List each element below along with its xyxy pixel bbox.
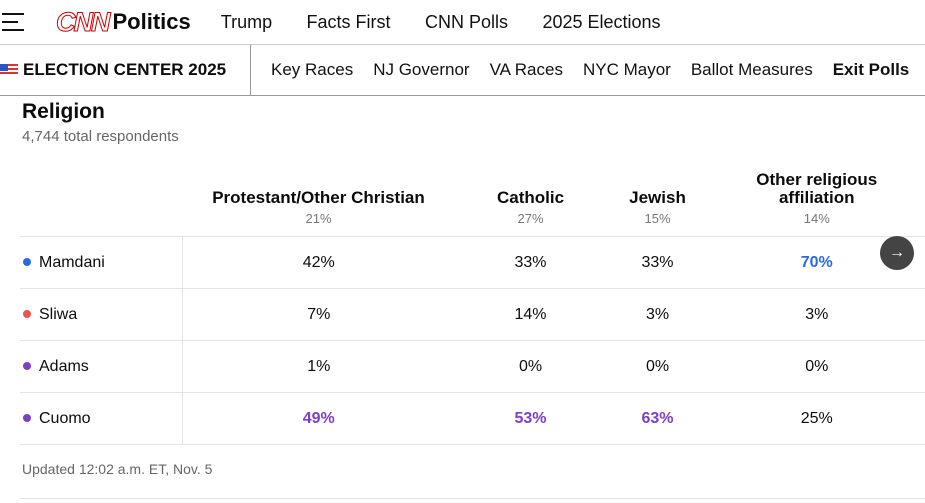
value-cell: 0% xyxy=(454,340,607,393)
exit-poll-table: Protestant/Other Christian 21% Catholic 27… xyxy=(20,170,925,445)
candidate-name: Mamdani xyxy=(39,253,105,271)
table-row: Cuomo 49% 53% 63% 25% xyxy=(20,392,925,445)
section-title[interactable]: Politics xyxy=(112,9,191,34)
value-cell: 3% xyxy=(606,288,709,341)
updated-timestamp: Updated 12:02 a.m. ET, Nov. 5 xyxy=(22,461,213,477)
subnav-key-races[interactable]: Key Races xyxy=(271,60,354,79)
candidate-dot xyxy=(23,414,31,423)
candidate-dot xyxy=(23,362,31,371)
divider xyxy=(20,498,925,499)
subnav-nyc-mayor[interactable]: NYC Mayor xyxy=(582,60,671,79)
column-header: Catholic 27% xyxy=(496,188,565,227)
candidate-name: Adams xyxy=(39,357,89,375)
menu-icon[interactable] xyxy=(2,13,24,31)
value-cell: 7% xyxy=(182,288,455,341)
subnav-nj-governor[interactable]: NJ Governor xyxy=(373,60,470,79)
top-nav: CNN Politics Trump Facts First CNN Polls… xyxy=(0,0,925,45)
value-cell: 0% xyxy=(606,340,709,393)
candidate-cell: Mamdani xyxy=(20,236,183,289)
table-row: Mamdani 42% 33% 33% 70% xyxy=(20,236,925,289)
column-header: Jewish 15% xyxy=(629,188,686,227)
subnav-va-races[interactable]: VA Races xyxy=(489,60,563,79)
candidate-cell: Cuomo xyxy=(20,392,183,445)
nav-trump[interactable]: Trump xyxy=(220,11,273,32)
value-cell: 1% xyxy=(182,340,455,393)
value-cell: 53% xyxy=(454,392,607,445)
value-cell: 63% xyxy=(606,392,709,445)
candidate-name: Sliwa xyxy=(39,305,78,323)
column-header: Other religious affiliation 14% xyxy=(756,170,878,227)
nav-facts-first[interactable]: Facts First xyxy=(306,11,391,32)
election-center-title[interactable]: ELECTION CENTER 2025 xyxy=(0,45,251,95)
value-cell: 0% xyxy=(708,340,925,393)
nav-2025-elections[interactable]: 2025 Elections xyxy=(542,11,661,32)
cnn-logo[interactable]: CNN xyxy=(56,6,111,37)
respondents-count: 4,744 total respondents xyxy=(22,128,179,145)
election-subnav: ELECTION CENTER 2025 Key Races NJ Govern… xyxy=(0,45,925,96)
value-cell: 42% xyxy=(182,236,455,289)
value-cell: 33% xyxy=(454,236,607,289)
nav-cnn-polls[interactable]: CNN Polls xyxy=(425,11,509,32)
value-cell: 14% xyxy=(454,288,607,341)
scroll-right-button[interactable]: → xyxy=(880,236,914,270)
value-cell: 25% xyxy=(708,392,925,445)
subnav-ballot-measures[interactable]: Ballot Measures xyxy=(690,60,813,79)
flag-icon xyxy=(0,64,18,76)
candidate-dot xyxy=(23,258,31,267)
value-cell: 33% xyxy=(606,236,709,289)
candidate-cell: Adams xyxy=(20,340,183,393)
value-cell: 49% xyxy=(182,392,455,445)
table-row: Adams 1% 0% 0% 0% xyxy=(20,340,925,393)
candidate-name: Cuomo xyxy=(39,409,91,427)
section-heading: Religion xyxy=(22,100,105,123)
value-cell: 3% xyxy=(708,288,925,341)
corner-cell xyxy=(20,170,183,237)
subnav-exit-polls[interactable]: Exit Polls xyxy=(832,60,910,79)
table-row: Sliwa 7% 14% 3% 3% xyxy=(20,288,925,341)
candidate-dot xyxy=(23,310,31,319)
candidate-cell: Sliwa xyxy=(20,288,183,341)
column-header: Protestant/Other Christian 21% xyxy=(212,188,425,227)
election-center-label: ELECTION CENTER 2025 xyxy=(23,60,227,79)
